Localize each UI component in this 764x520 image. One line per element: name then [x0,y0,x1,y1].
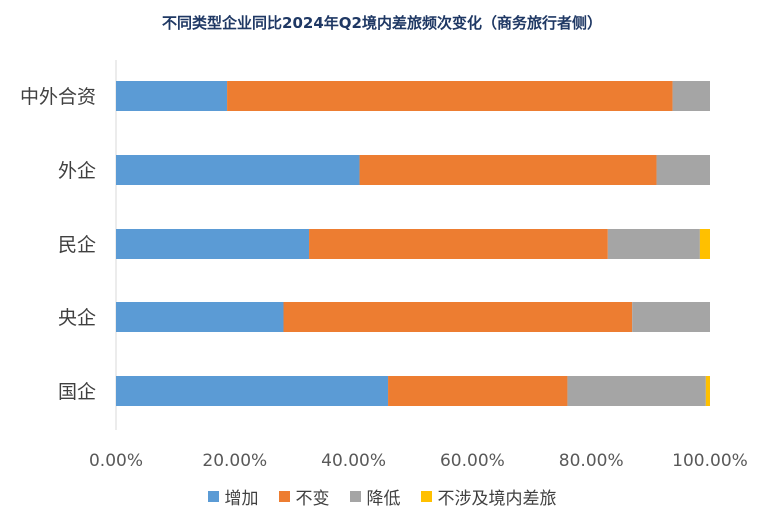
legend-label: 不变 [295,489,330,509]
bar-4-series-1 [388,376,568,406]
chart-title: 不同类型企业同比2024年Q2境内差旅频次变化（商务旅行者侧） [162,14,602,32]
bar-0-series-2 [672,81,710,111]
legend-label: 降低 [366,489,401,509]
bar-2-series-0 [116,229,310,259]
legend: 增加 不变 降低 不涉及境内差旅 [0,484,764,509]
category-label: 央企 [58,307,96,329]
bar-2-series-2 [607,229,700,259]
bar-2-series-3 [699,229,710,259]
bar-3-series-2 [632,302,710,332]
bar-4-series-3 [705,376,710,406]
bar-3-series-1 [283,302,633,332]
legend-swatch [349,491,361,502]
legend-item: 增加 [207,484,259,509]
x-tick-label: 60.00% [440,451,505,471]
legend-item: 不涉及境内差旅 [420,484,557,509]
bar-1-series-2 [656,155,710,185]
x-tick-label: 20.00% [202,451,267,471]
x-tick-label: 80.00% [559,451,624,471]
category-label: 中外合资 [20,86,96,108]
bar-1-series-1 [359,155,657,185]
x-tick-label: 0.00% [89,451,143,471]
category-label: 外企 [58,160,96,182]
category-label: 国企 [58,381,96,403]
legend-item: 降低 [349,484,401,509]
bar-4-series-2 [567,376,706,406]
legend-swatch [207,491,219,502]
legend-label: 增加 [224,489,259,509]
legend-label: 不涉及境内差旅 [437,489,557,509]
bar-0-series-1 [227,81,673,111]
bar-1-series-0 [116,155,360,185]
category-label: 民企 [58,234,96,256]
bar-3-series-0 [116,302,284,332]
legend-swatch [420,491,432,502]
x-tick-label: 40.00% [321,451,386,471]
legend-item: 不变 [278,484,330,509]
bar-2-series-1 [309,229,608,259]
bar-0-series-0 [116,81,228,111]
x-tick-label: 100.00% [672,451,748,471]
bar-4-series-0 [116,376,389,406]
legend-swatch [278,491,290,502]
